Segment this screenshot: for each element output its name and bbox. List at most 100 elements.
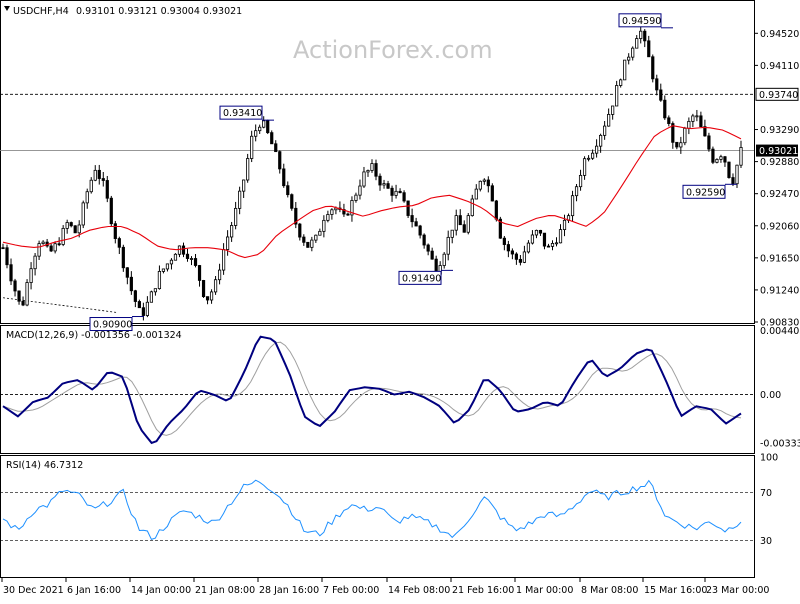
- current-price-tag: [756, 144, 798, 157]
- candle-body: [378, 175, 382, 186]
- x-tick-label: 7 Feb 00:00: [323, 585, 379, 596]
- candle-body: [723, 156, 727, 163]
- candle-body: [201, 280, 206, 298]
- price-tick-label: 0.94110: [760, 61, 799, 72]
- rsi-tick-label: 100: [760, 453, 778, 464]
- candle-body: [197, 265, 202, 281]
- candle-body: [89, 179, 93, 193]
- x-tick-label: 23 Mar 00:00: [706, 585, 769, 596]
- candle-body: [603, 125, 607, 136]
- candle-body: [619, 79, 623, 86]
- x-tick-label: 8 Mar 08:00: [581, 585, 638, 596]
- price-tick-label: 0.94520: [760, 29, 799, 40]
- candle-body: [414, 221, 418, 227]
- candle-body: [1, 247, 5, 250]
- candle-body: [430, 250, 434, 260]
- macd-main-line: [2, 335, 742, 445]
- candle-body: [350, 200, 354, 216]
- candle-body: [262, 120, 266, 128]
- candle-body: [679, 142, 683, 148]
- candle-body: [546, 245, 551, 248]
- candle-body: [366, 170, 370, 173]
- annotation-label: 0.92590: [686, 187, 725, 198]
- rsi-tick-label: 30: [760, 536, 772, 547]
- candle-body: [390, 187, 394, 196]
- candle-body: [149, 291, 154, 303]
- candle-body: [607, 114, 611, 127]
- candle-body: [406, 200, 410, 216]
- candle-body: [574, 186, 579, 197]
- candle-body: [137, 301, 141, 309]
- candle-body: [667, 117, 671, 124]
- candle-body: [109, 197, 113, 225]
- rsi-layer: RSI(14) 46.7312: [0, 460, 754, 541]
- candle-body: [639, 30, 643, 39]
- candle-body: [314, 234, 318, 241]
- resistance-price-tag: [755, 87, 799, 101]
- annotation-label: 0.90900: [93, 320, 132, 331]
- candle-body: [25, 282, 29, 306]
- candle-body: [258, 126, 262, 132]
- candle-body: [278, 151, 282, 170]
- candle-body: [157, 271, 162, 290]
- candle-body: [145, 301, 149, 316]
- candle-body: [534, 229, 539, 236]
- moving-average-line: [2, 125, 742, 259]
- candle-body: [671, 123, 675, 143]
- rsi-panel-frame: [0, 455, 755, 578]
- candle-body: [627, 56, 631, 61]
- candle-body: [266, 120, 270, 134]
- chart-header: USDCHF,H4 0.93101 0.93121 0.93004 0.9302…: [4, 6, 242, 17]
- price-tick-label: 0.90830: [760, 318, 799, 329]
- candle-body: [522, 251, 527, 263]
- candle-body: [294, 207, 298, 225]
- candle-body: [586, 157, 591, 160]
- candle-body: [530, 234, 535, 244]
- candle-body: [615, 85, 619, 107]
- price-annotation: 0.90900: [89, 316, 144, 332]
- candle-body: [105, 180, 109, 199]
- candle-body: [731, 177, 735, 185]
- candle-body: [454, 215, 458, 231]
- candle-body: [125, 267, 129, 278]
- candle-body: [5, 247, 9, 266]
- x-tick-label: 21 Feb 16:00: [452, 585, 514, 596]
- symbol-label: USDCHF,H4: [13, 6, 69, 17]
- support-trendline: [2, 297, 119, 314]
- candle-body: [310, 239, 314, 248]
- candle-body: [97, 169, 101, 179]
- macd-tick-label: 0.004403: [760, 326, 800, 337]
- candle-body: [474, 188, 478, 200]
- rsi-line: [2, 479, 742, 541]
- candle-body: [510, 250, 514, 255]
- candle-body: [290, 194, 294, 209]
- candle-body: [254, 130, 258, 137]
- candle-body: [326, 214, 330, 221]
- candle-body: [663, 99, 667, 119]
- candle-body: [402, 192, 406, 202]
- candle-body: [129, 276, 133, 292]
- candle-body: [727, 161, 731, 178]
- candle-body: [53, 243, 57, 252]
- price-annotation: 0.94590: [618, 13, 673, 29]
- candle-body: [250, 135, 254, 159]
- candle-body: [502, 237, 506, 245]
- macd-label: MACD(12,26,9) -0.001356 -0.001324: [6, 330, 182, 341]
- candle-body: [238, 190, 242, 209]
- candle-body: [101, 178, 105, 181]
- candle-body: [113, 223, 117, 239]
- candle-body: [659, 89, 663, 101]
- candle-body: [221, 249, 226, 271]
- candle-body: [394, 190, 398, 196]
- candle-body: [739, 147, 743, 166]
- x-tick-label: 28 Jan 16:00: [259, 585, 319, 596]
- candle-body: [318, 230, 322, 236]
- annotation-box: [398, 270, 442, 285]
- candle-body: [33, 255, 37, 270]
- candle-body: [643, 30, 647, 42]
- candle-body: [322, 219, 326, 232]
- macd-tick-label: 0.00: [760, 390, 781, 401]
- candle-body: [153, 288, 158, 293]
- candle-body: [230, 225, 234, 238]
